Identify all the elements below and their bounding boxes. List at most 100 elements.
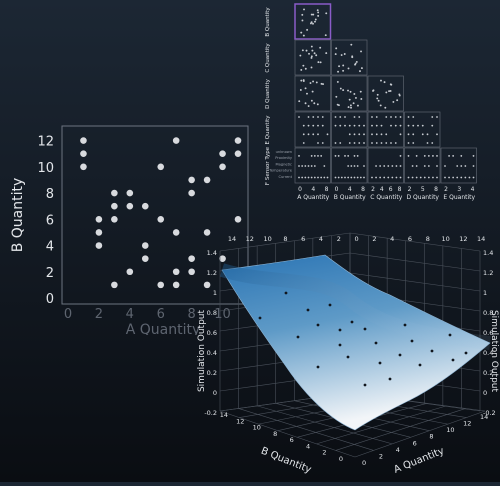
splom-cell[interactable] bbox=[294, 39, 331, 76]
surface-top-tick: 4 bbox=[390, 235, 394, 243]
splom-point bbox=[353, 176, 356, 179]
surface-data-point[interactable] bbox=[403, 323, 407, 327]
scatter-point[interactable] bbox=[172, 268, 180, 276]
surface-data-point[interactable] bbox=[410, 339, 414, 343]
splom-cell[interactable] bbox=[404, 111, 441, 148]
surface-data-point[interactable] bbox=[451, 358, 455, 362]
splom-point bbox=[385, 142, 388, 144]
scatter-point[interactable] bbox=[157, 281, 165, 289]
splom-point bbox=[337, 104, 340, 107]
surface-data-point[interactable] bbox=[346, 355, 350, 359]
scatter-point[interactable] bbox=[172, 137, 180, 144]
splom-cell[interactable] bbox=[331, 75, 368, 112]
surface-data-point[interactable] bbox=[338, 328, 342, 332]
scatter-point[interactable] bbox=[80, 163, 87, 171]
splom-category-label: Magnetic bbox=[276, 162, 292, 166]
surface-data-point[interactable] bbox=[350, 320, 354, 324]
scatter-point[interactable] bbox=[188, 189, 195, 197]
scatter-point[interactable] bbox=[80, 137, 87, 144]
scatter-point[interactable] bbox=[188, 268, 195, 276]
splom-cell[interactable] bbox=[367, 147, 404, 184]
surface-data-point[interactable] bbox=[398, 353, 402, 357]
surface-data-point[interactable] bbox=[464, 351, 468, 355]
surface-data-point[interactable] bbox=[418, 363, 422, 367]
scatter-point[interactable] bbox=[111, 281, 118, 289]
surface-data-point[interactable] bbox=[258, 316, 262, 320]
surface-data-point[interactable] bbox=[316, 365, 320, 369]
splom-point bbox=[358, 124, 361, 127]
scatter-point[interactable] bbox=[219, 255, 226, 262]
scatter-point[interactable] bbox=[203, 229, 211, 236]
scatter-point[interactable] bbox=[188, 176, 195, 184]
scatter-point[interactable] bbox=[203, 281, 211, 289]
scatterplot-matrix[interactable]: B Quantity C Quantity D Quantity E Quantity… bbox=[255, 0, 500, 225]
splom-cell[interactable] bbox=[294, 147, 331, 184]
splom-cell[interactable] bbox=[294, 111, 331, 148]
scatter-point[interactable] bbox=[111, 189, 118, 197]
splom-point bbox=[399, 133, 402, 136]
scatter-point[interactable] bbox=[234, 137, 242, 144]
scatter-point[interactable] bbox=[126, 268, 134, 276]
scatter-point[interactable] bbox=[172, 281, 180, 289]
scatter-point[interactable] bbox=[219, 150, 226, 157]
scatter-plot-a-vs-b[interactable]: 0 2 4 6 8 10 12 0 2 4 6 8 10 A Quantity B Quantity bbox=[0, 120, 260, 338]
scatter-point[interactable] bbox=[95, 215, 103, 223]
surface-top-tick: 10 bbox=[441, 235, 449, 243]
splom-cell[interactable] bbox=[331, 147, 368, 184]
scatter-point[interactable] bbox=[219, 163, 226, 171]
splom-cell[interactable] bbox=[294, 3, 332, 40]
surface-data-point[interactable] bbox=[284, 291, 288, 295]
surface-plot-3d[interactable]: 14 12 10 8 6 4 2 0 2 4 6 8 10 12 14 1.4 1.2 1 0.8 0.6 0.4 0.… bbox=[190, 225, 500, 482]
surface-data-point[interactable] bbox=[306, 308, 310, 312]
splom-col-label: A Quantity bbox=[297, 194, 329, 201]
scatter-point[interactable] bbox=[157, 163, 165, 171]
splom-point bbox=[302, 133, 305, 136]
splom-point bbox=[390, 83, 393, 86]
surface-data-point[interactable] bbox=[430, 349, 434, 353]
scatter-point[interactable] bbox=[95, 242, 103, 249]
splom-cell[interactable] bbox=[331, 39, 368, 76]
scatter-point[interactable] bbox=[141, 202, 149, 210]
surface-data-point[interactable] bbox=[363, 327, 367, 331]
splom-point bbox=[309, 82, 312, 85]
scatter-point[interactable] bbox=[157, 215, 165, 223]
scatter-point[interactable] bbox=[111, 215, 118, 223]
scatter-point[interactable] bbox=[126, 189, 134, 197]
surface-data-point[interactable] bbox=[388, 377, 392, 381]
scatter-point[interactable] bbox=[111, 202, 118, 210]
surface-data-point[interactable] bbox=[296, 335, 300, 339]
splom-cell[interactable] bbox=[404, 147, 441, 184]
surface-data-point[interactable] bbox=[378, 361, 382, 365]
splom-cell[interactable] bbox=[294, 75, 331, 112]
surface-z-tick-left: 0.2 bbox=[207, 369, 217, 377]
splom-cell[interactable] bbox=[367, 75, 404, 112]
surface-data-point[interactable] bbox=[338, 343, 342, 347]
splom-point bbox=[317, 11, 320, 14]
surface-data-point[interactable] bbox=[448, 333, 452, 337]
surface-data-point[interactable] bbox=[363, 383, 367, 387]
scatter-point[interactable] bbox=[172, 229, 180, 236]
splom-point bbox=[316, 9, 319, 12]
scatter-point[interactable] bbox=[141, 242, 149, 249]
surface-data-point[interactable] bbox=[328, 303, 332, 307]
scatter-point[interactable] bbox=[80, 150, 87, 157]
scatter-point[interactable] bbox=[188, 255, 195, 262]
splom-cell[interactable] bbox=[440, 147, 477, 184]
splom-point bbox=[460, 165, 463, 167]
surface-y-axis-label: A Quantity bbox=[392, 446, 446, 476]
splom-point bbox=[415, 155, 418, 157]
splom-point bbox=[350, 176, 353, 179]
splom-cell[interactable] bbox=[367, 111, 404, 148]
splom-cell[interactable] bbox=[331, 111, 368, 148]
scatter-point[interactable] bbox=[95, 229, 103, 236]
scatter-point[interactable] bbox=[141, 255, 149, 262]
surface-top-tick: 14 bbox=[477, 235, 485, 243]
splom-point bbox=[335, 47, 338, 50]
scatter-point[interactable] bbox=[126, 202, 134, 210]
splom-point bbox=[301, 165, 304, 167]
surface-data-point[interactable] bbox=[316, 323, 320, 327]
surface-data-point[interactable] bbox=[374, 341, 378, 345]
scatter-point[interactable] bbox=[203, 176, 211, 184]
scatter-point[interactable] bbox=[234, 150, 242, 157]
scatter-point[interactable] bbox=[234, 215, 242, 223]
